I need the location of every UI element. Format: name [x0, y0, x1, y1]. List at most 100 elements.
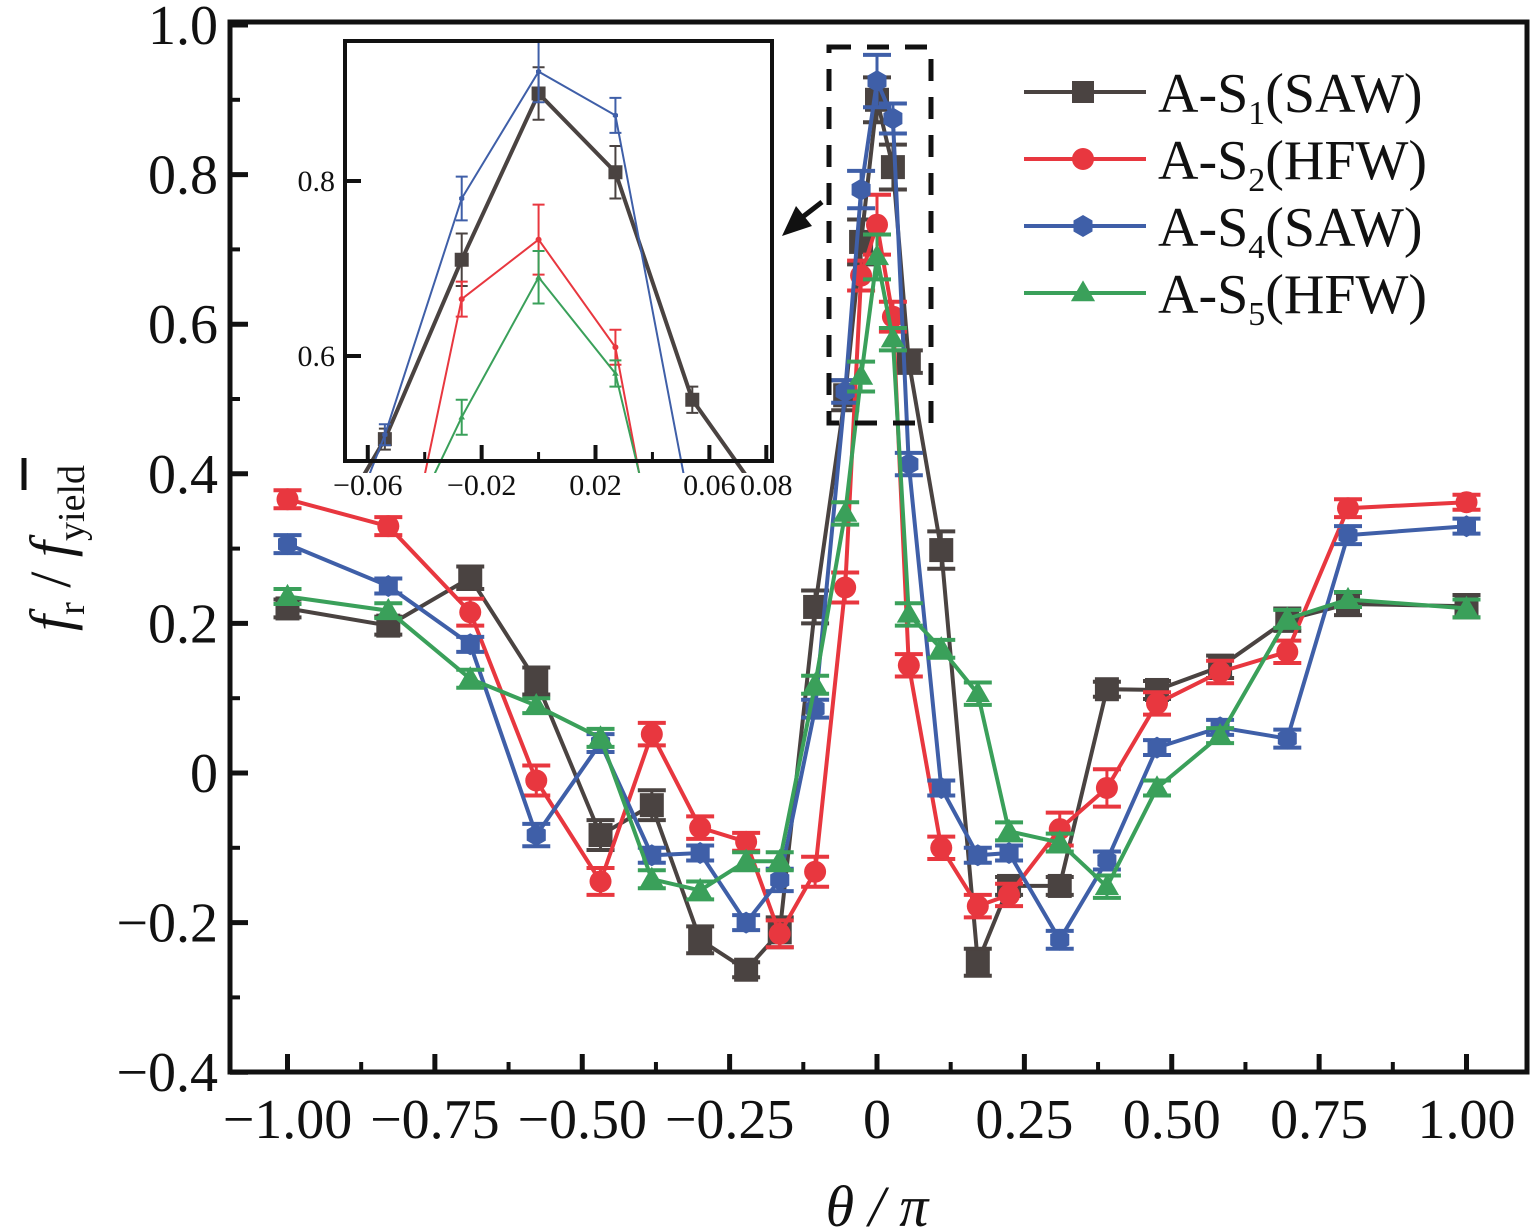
y-title-slash: / — [18, 557, 83, 602]
inset-data-point — [612, 370, 619, 376]
data-point — [376, 598, 401, 619]
data-point — [734, 848, 759, 870]
inset-data-point — [612, 112, 618, 119]
data-point — [1209, 661, 1232, 684]
data-point — [930, 836, 953, 859]
y-title-sub-r: r — [51, 602, 93, 615]
legend-item: A-S5(HFW) — [1024, 264, 1427, 333]
y-axis-title: fr / fyield — [18, 458, 93, 631]
inset-frame — [343, 39, 774, 463]
data-point — [834, 576, 857, 599]
inset-series-layer — [362, 41, 747, 473]
data-point — [1094, 874, 1120, 895]
data-point — [276, 488, 299, 511]
data-point — [996, 818, 1022, 840]
data-point — [639, 793, 664, 818]
data-point — [278, 533, 297, 556]
data-point — [735, 830, 758, 853]
data-point — [767, 848, 792, 870]
y-tick-label: 0.6 — [148, 294, 218, 356]
data-point — [688, 877, 713, 899]
data-point — [378, 575, 398, 597]
data-point — [897, 654, 920, 677]
data-point — [848, 363, 874, 385]
data-point — [1207, 722, 1233, 744]
inset-y-tick-label: 0.8 — [298, 165, 336, 198]
data-point — [1047, 873, 1072, 898]
legend-item: A-S2(HFW) — [1024, 130, 1427, 199]
data-point — [1454, 595, 1479, 617]
data-point — [589, 870, 612, 893]
data-point — [968, 844, 988, 867]
data-point — [931, 777, 951, 799]
x-axis-title: θ / π — [826, 1174, 931, 1231]
data-point — [734, 957, 759, 982]
legend: A-S1(SAW)A-S2(HFW)A-S4(SAW)A-S5(HFW) — [1024, 63, 1427, 333]
legend-marker — [1072, 148, 1094, 170]
x-tick-label: −0.75 — [370, 1089, 500, 1151]
y-tick-label: 0.2 — [148, 593, 218, 655]
data-point — [459, 601, 482, 624]
data-point — [377, 515, 400, 538]
data-point — [896, 349, 921, 374]
legend-item: A-S4(SAW) — [1024, 197, 1423, 266]
x-tick-label: −0.50 — [517, 1089, 647, 1151]
data-point — [526, 824, 546, 847]
data-point — [1277, 727, 1297, 750]
data-point — [929, 538, 954, 563]
inset-data-point — [608, 165, 623, 180]
inset-x-tick-label: 0.02 — [569, 469, 622, 502]
data-point — [1457, 515, 1476, 538]
arrow-head-icon — [782, 206, 812, 236]
inset-x-tick-label: 0.06 — [683, 469, 736, 502]
data-point — [588, 725, 613, 747]
series-layer — [273, 52, 1481, 982]
data-point — [275, 583, 300, 605]
x-tick-label: 0.75 — [1270, 1089, 1368, 1151]
data-point — [770, 869, 790, 891]
series-a-s5-hfw- — [273, 232, 1481, 902]
legend-label: A-S1(SAW) — [1158, 63, 1423, 132]
svg-text:fr / fyield: fr / fyield — [18, 465, 93, 631]
data-point — [929, 636, 954, 658]
data-point — [1275, 606, 1300, 628]
data-point — [999, 842, 1019, 864]
data-point — [524, 668, 549, 693]
inset-data-point — [382, 431, 388, 438]
data-point — [1047, 829, 1072, 851]
data-point — [880, 326, 906, 348]
data-point — [1094, 677, 1119, 702]
data-point — [1455, 491, 1478, 514]
data-point — [883, 107, 903, 130]
data-point — [833, 500, 858, 522]
y-tick-labels: −0.4 −0.2 0 0.2 0.4 0.6 0.8 1.0 — [116, 0, 218, 1104]
data-point — [1147, 736, 1167, 759]
x-tick-label: −1.00 — [223, 1089, 353, 1151]
data-point — [736, 911, 756, 934]
legend-label: A-S2(HFW) — [1158, 130, 1427, 199]
inset-data-point — [535, 236, 542, 243]
y-tick-label: 0.4 — [148, 444, 218, 506]
legend-marker — [1072, 81, 1094, 103]
inset-data-point — [454, 252, 469, 267]
data-point — [1276, 640, 1299, 663]
inset-data-point — [458, 413, 466, 420]
data-point — [896, 601, 921, 623]
zoom-box-rect — [826, 44, 934, 426]
inset-data-point — [612, 344, 619, 351]
data-point — [867, 70, 887, 93]
inset-data-point — [535, 273, 542, 280]
data-point — [866, 213, 888, 236]
x-tick-label: 1.00 — [1418, 1089, 1516, 1151]
main-axes — [227, 19, 1530, 1075]
y-title-sub-yield: yield — [51, 465, 93, 541]
data-point — [1144, 775, 1170, 797]
y-tick-label: −0.4 — [116, 1042, 218, 1104]
data-point — [460, 633, 480, 656]
data-point — [965, 950, 990, 975]
inset-data-point — [459, 195, 465, 202]
legend-item: A-S1(SAW) — [1024, 63, 1423, 132]
y-tick-label: −0.2 — [116, 893, 218, 955]
x-tick-label: 0.25 — [975, 1089, 1073, 1151]
